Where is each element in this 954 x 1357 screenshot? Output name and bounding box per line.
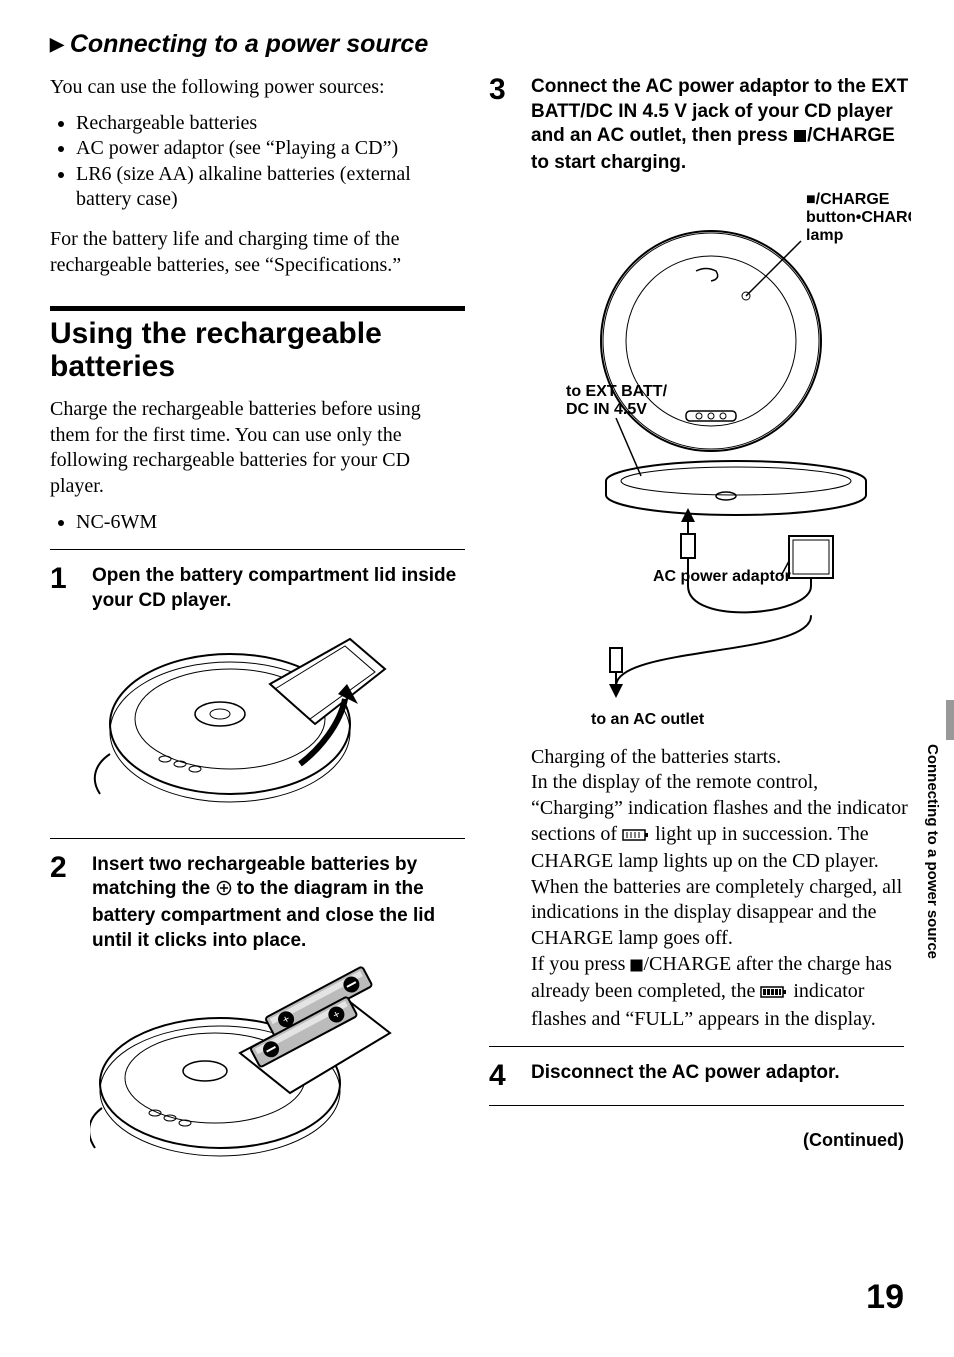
step-2-instruction: Insert two rechargeable batteries by mat…: [92, 853, 465, 954]
rule: [489, 1105, 904, 1106]
page-number: 19: [866, 1278, 904, 1317]
charge-label-line2: button•CHARGE: [806, 209, 911, 226]
step-1: 1 Open the battery compartment lid insid…: [50, 564, 465, 613]
step-4: 4 Disconnect the AC power adaptor.: [489, 1061, 904, 1091]
side-tab: Connecting to a power source: [924, 700, 954, 959]
section-header: ▶ Connecting to a power source: [50, 30, 904, 59]
rule: [489, 1046, 904, 1047]
subhead-para: Charge the rechargeable batteries before…: [50, 397, 465, 499]
step-3-cont-2: When the batteries are completely charge…: [531, 876, 902, 949]
step-3-diagram: ■/CHARGE button•CHARGE lamp: [531, 186, 911, 731]
jack-label-line1: to EXT BATT/: [566, 383, 668, 400]
outlet-label: to an AC outlet: [591, 711, 705, 726]
step-number: 4: [489, 1061, 517, 1091]
jack-label-line2: DC IN 4.5V: [566, 401, 647, 418]
step-3: 3 Connect the AC power adaptor to the EX…: [489, 75, 904, 1032]
step-4-instruction: Disconnect the AC power adaptor.: [531, 1061, 904, 1086]
plus-circle-icon: [216, 879, 232, 904]
step-3-instruction: Connect the AC power adaptor to the EXT …: [531, 75, 911, 176]
list-item: AC power adaptor (see “Playing a CD”): [76, 136, 465, 162]
list-item: NC-6WM: [76, 510, 465, 536]
thick-rule: [50, 306, 465, 311]
intro-bullets: Rechargeable batteries AC power adaptor …: [50, 111, 465, 213]
step-3-cont-3a: If you press: [531, 953, 630, 975]
subsection-heading: Using the rechargeable batteries: [50, 317, 465, 383]
step-number: 1: [50, 564, 78, 613]
intro-para2: For the battery life and charging time o…: [50, 227, 465, 278]
continued-label: (Continued): [489, 1130, 904, 1151]
intro-text: You can use the following power sources:: [50, 75, 465, 101]
triangle-icon: ▶: [50, 34, 64, 54]
side-tab-label: Connecting to a power source: [924, 744, 945, 959]
charge-label-line3: lamp: [806, 227, 844, 244]
stop-square-icon: [793, 126, 807, 151]
step-1-instruction: Open the battery compartment lid inside …: [92, 564, 465, 613]
charge-label-line1: ■/CHARGE: [806, 191, 890, 208]
step-3-description: Charging of the batteries starts. In the…: [531, 745, 911, 1033]
step-2-illustration: + +: [90, 963, 465, 1163]
list-item: LR6 (size AA) alkaline batteries (extern…: [76, 162, 465, 213]
rule: [50, 838, 465, 839]
adaptor-label: AC power adaptor: [653, 568, 791, 585]
list-item: Rechargeable batteries: [76, 111, 465, 137]
stop-square-icon: [630, 954, 643, 980]
battery-outline-icon: [622, 824, 650, 850]
rule: [50, 549, 465, 550]
step-number: 3: [489, 75, 517, 1032]
battery-full-icon: [760, 981, 788, 1007]
step-2: 2 Insert two rechargeable batteries by m…: [50, 853, 465, 954]
step-1-illustration: [90, 624, 465, 824]
battery-model-list: NC-6WM: [50, 510, 465, 536]
section-header-text: Connecting to a power source: [70, 30, 428, 58]
step-number: 2: [50, 853, 78, 954]
side-tab-marker: [946, 700, 954, 740]
